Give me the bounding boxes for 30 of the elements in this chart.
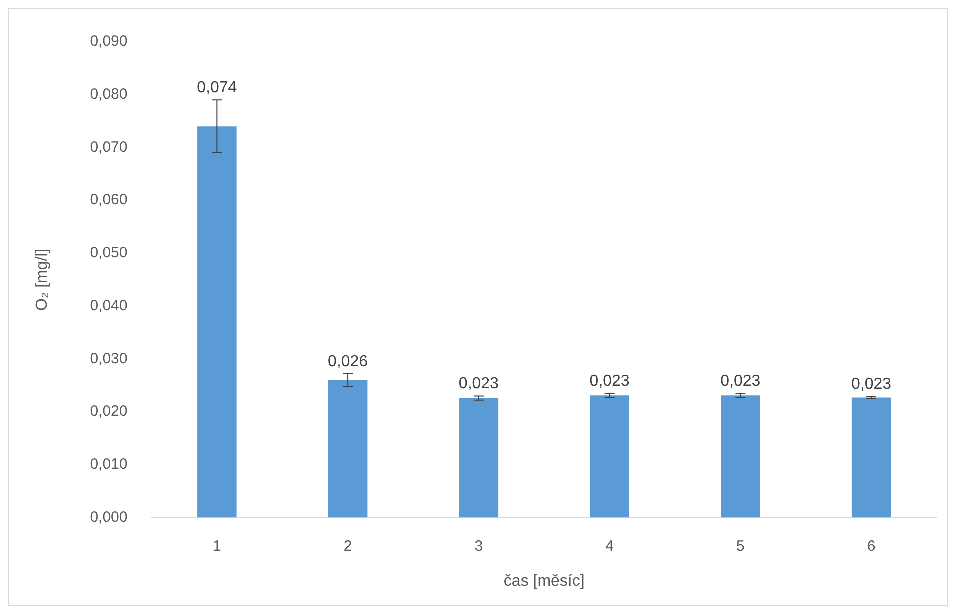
y-tick-label: 0,030	[90, 350, 128, 368]
bar	[852, 398, 892, 518]
x-tick-label: 2	[344, 538, 352, 555]
x-tick-label: 6	[867, 538, 876, 555]
y-tick-label: 0,070	[90, 138, 128, 156]
bar	[459, 398, 499, 518]
x-tick-label: 1	[213, 538, 222, 555]
x-tick-label: 4	[606, 538, 614, 555]
bar	[328, 380, 368, 518]
data-label: 0,023	[590, 372, 630, 390]
data-label: 0,023	[720, 372, 761, 390]
bar	[198, 126, 237, 518]
x-tick-label: 5	[736, 538, 745, 555]
y-axis-title: O₂ [mg/l]	[34, 248, 52, 312]
y-tick-label: 0,000	[90, 508, 128, 526]
y-tick-label: 0,060	[90, 192, 128, 209]
data-label: 0,023	[458, 376, 500, 393]
y-tick-label: 0,040	[90, 297, 128, 314]
data-label: 0,026	[328, 353, 368, 370]
y-tick-label: 0,050	[90, 244, 128, 262]
data-label: 0,023	[852, 376, 892, 394]
x-tick-label: 3	[474, 538, 484, 555]
x-axis-title: čas [měsíc]	[504, 572, 585, 590]
bar	[590, 396, 630, 518]
y-tick-label: 0,010	[90, 456, 128, 474]
y-tick-label: 0,020	[90, 403, 128, 420]
data-label: 0,074	[197, 80, 238, 97]
y-tick-label: 0,090	[90, 33, 128, 50]
y-tick-label: 0,080	[90, 86, 128, 104]
bar	[721, 396, 760, 518]
